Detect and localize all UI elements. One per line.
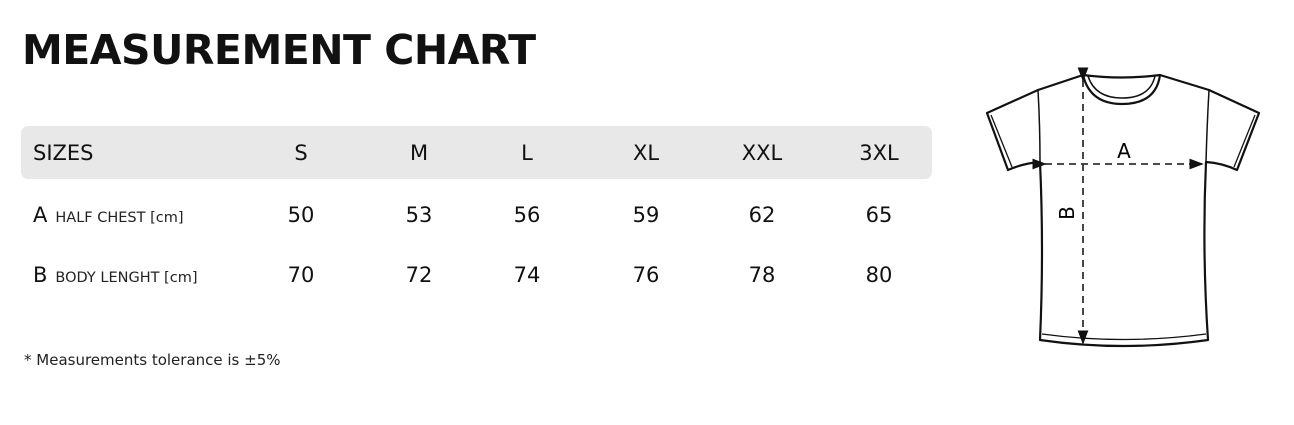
table-cell: 76	[632, 263, 660, 287]
row-label-body-length: B BODY LENGHT [cm]	[33, 263, 197, 287]
header-size-l: L	[521, 141, 533, 165]
row-title: HALF CHEST [cm]	[55, 210, 184, 226]
row-label-half-chest: A HALF CHEST [cm]	[33, 203, 184, 227]
row-title: BODY LENGHT [cm]	[55, 270, 198, 286]
table-cell: 50	[287, 203, 315, 227]
tshirt-outline	[985, 73, 1261, 348]
label-b: B	[1055, 206, 1079, 220]
table-cell: 70	[287, 263, 315, 287]
table-cell: 59	[632, 203, 660, 227]
table-cell: 65	[865, 203, 893, 227]
table-cell: 53	[405, 203, 433, 227]
table-header-bar	[21, 126, 932, 179]
table-cell: 80	[865, 263, 893, 287]
header-size-s: S	[294, 141, 308, 165]
header-size-m: M	[409, 141, 429, 165]
header-size-3xl: 3XL	[859, 141, 899, 165]
row-key: B	[33, 263, 48, 287]
table-cell: 62	[748, 203, 776, 227]
header-size-xxl: XXL	[741, 141, 783, 165]
table-cell: 72	[405, 263, 433, 287]
page-title: MEASUREMENT CHART	[22, 26, 536, 74]
tolerance-note: * Measurements tolerance is ±5%	[24, 351, 281, 369]
label-a: A	[1117, 139, 1131, 163]
header-size-xl: XL	[632, 141, 660, 165]
row-key: A	[33, 203, 48, 227]
header-sizes: SIZES	[33, 141, 94, 165]
table-cell: 74	[513, 263, 541, 287]
table-cell: 56	[513, 203, 541, 227]
table-cell: 78	[748, 263, 776, 287]
